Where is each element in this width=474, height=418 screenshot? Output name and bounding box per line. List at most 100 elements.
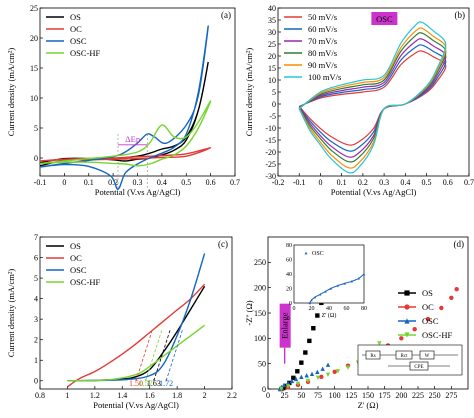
y-tick-label: 3 bbox=[34, 315, 38, 324]
legend-label: OSC-HF bbox=[422, 330, 453, 340]
x-tick-label: 0.2 bbox=[108, 178, 118, 187]
panel-c-axes: 0.8 1 1.2 1.4 1.6 1.8 2 2.2 0 1 2 3 4 5 6 7 Potential (V… bbox=[6, 233, 237, 410]
x-tick-label: 175 bbox=[379, 391, 391, 400]
resistor-rct bbox=[395, 350, 413, 360]
y-tick-label: 20 bbox=[30, 34, 38, 43]
data-point-square bbox=[311, 326, 316, 331]
circuit-label-w: W bbox=[425, 354, 430, 359]
inset-x-tick: 60 bbox=[344, 306, 350, 312]
legend-label: 90 mV/s bbox=[308, 60, 337, 70]
data-point-triangle bbox=[310, 298, 313, 302]
equivalent-circuit: Rs Rct W CPE bbox=[357, 344, 463, 376]
x-tick-label: 25 bbox=[281, 391, 289, 400]
legend-label: OSC-HF bbox=[70, 277, 101, 287]
y-tick-label: 40 bbox=[268, 4, 276, 13]
cpe-element bbox=[409, 361, 429, 371]
y-tick-label: -25 bbox=[265, 160, 276, 169]
enlarge-box bbox=[279, 303, 291, 348]
legend-label: OSC bbox=[70, 36, 87, 46]
y-tick-label: 150 bbox=[254, 309, 266, 318]
legend-label: 100 mV/s bbox=[308, 72, 341, 82]
x-tick-label: 250 bbox=[429, 391, 441, 400]
x-axis-label: Potential (V.vs Ag/AgCl) bbox=[95, 187, 181, 197]
lsv-curve-osc-hf bbox=[67, 324, 206, 382]
data-point-triangle bbox=[289, 378, 295, 384]
data-point-square bbox=[404, 290, 410, 296]
y-tick-label: 0 bbox=[34, 377, 38, 386]
plot-frame bbox=[277, 7, 470, 177]
x-tick-label: 50 bbox=[297, 391, 305, 400]
x-tick-label: 225 bbox=[412, 391, 424, 400]
inset-legend: OSC bbox=[312, 251, 324, 257]
y-tick-label: 5 bbox=[34, 274, 38, 283]
circuit-label-cpe: CPE bbox=[414, 365, 423, 370]
data-point-circle bbox=[332, 369, 337, 374]
data-point-triangle bbox=[325, 362, 331, 367]
data-point-triangle bbox=[315, 369, 320, 374]
data-point-triangle bbox=[357, 277, 360, 280]
y-tick-label: 15 bbox=[268, 64, 276, 73]
x-tick-label: 75 bbox=[314, 391, 322, 400]
x-tick-label: 0.7 bbox=[230, 178, 240, 187]
y-tick-label: 0 bbox=[34, 154, 38, 163]
data-point-triangle bbox=[309, 371, 315, 376]
legend-label: 50 mV/s bbox=[308, 12, 337, 22]
y-tick-label: 25 bbox=[30, 4, 38, 13]
onset-tangent bbox=[153, 329, 171, 381]
data-point-square bbox=[303, 350, 308, 355]
onset-label: 1.50 bbox=[129, 379, 143, 388]
onset-label: 1.63 bbox=[147, 379, 161, 388]
data-point-square bbox=[287, 380, 292, 386]
x-tick-label: 0.4 bbox=[400, 178, 410, 187]
data-point-triangle bbox=[362, 272, 366, 276]
y-tick-label: 0 bbox=[272, 100, 276, 109]
data-point-circle bbox=[404, 304, 410, 310]
panel-label: (d) bbox=[454, 239, 465, 249]
data-point-triangle bbox=[308, 301, 311, 305]
y-tick-label: 0 bbox=[262, 385, 266, 394]
x-tick-label: 125 bbox=[345, 391, 357, 400]
x-tick-label: 150 bbox=[362, 391, 374, 400]
x-tick-label: -0.1 bbox=[293, 178, 306, 187]
x-tick-label: 200 bbox=[395, 391, 407, 400]
y-tick-label: -10 bbox=[265, 124, 276, 133]
inset-x-tick: 0 bbox=[293, 306, 296, 312]
y-tick-label: 50 bbox=[258, 359, 266, 368]
panel-label: (c) bbox=[218, 239, 228, 249]
warburg-element bbox=[419, 350, 435, 360]
circuit-frame bbox=[357, 344, 463, 376]
data-point-triangle bbox=[324, 290, 327, 293]
x-tick-label: 0.1 bbox=[84, 178, 94, 187]
legend-label: OSC-HF bbox=[70, 48, 101, 58]
panel-a-axes: -0.1 0 0.1 0.2 0.3 0.4 0.5 0.6 0.7 0 5 10 15 20 25 Pote… bbox=[6, 4, 240, 197]
panel-d-axes: 0 25 50 75 100 125 150 175 200 225 250 275050100150… bbox=[244, 236, 469, 410]
lsv-curve-osc bbox=[67, 253, 206, 382]
x-tick-label: 0 bbox=[62, 178, 66, 187]
data-point-triangle-down bbox=[279, 386, 284, 392]
data-point-circle bbox=[454, 286, 459, 292]
legend-label: OSC bbox=[422, 316, 439, 326]
enlarge-label: Enlarge bbox=[280, 312, 290, 339]
data-point-triangle bbox=[336, 284, 339, 287]
panel-b-axes: -0.2 -0.1 0 0.1 0.2 0.3 0.4 0.5 0.6 0.7 -30 -25 -20 -… bbox=[244, 4, 474, 197]
x-tick-label: 0.8 bbox=[35, 391, 45, 400]
x-tick-label: -0.2 bbox=[272, 178, 285, 187]
data-point-triangle-down bbox=[305, 378, 311, 384]
legend-label: 60 mV/s bbox=[308, 24, 337, 34]
y-tick-label: -15 bbox=[265, 136, 276, 145]
data-point-triangle bbox=[313, 296, 317, 299]
data-point-triangle-down bbox=[345, 365, 351, 370]
y-tick-label: 35 bbox=[268, 16, 276, 25]
cv-curve-scan-rate bbox=[298, 38, 447, 158]
x-tick-label: 0 bbox=[318, 178, 322, 187]
y-tick-label: 5 bbox=[272, 88, 276, 97]
y-tick-label: 15 bbox=[30, 64, 38, 73]
y-tick-label: 200 bbox=[254, 283, 266, 292]
legend-label: 70 mV/s bbox=[308, 36, 337, 46]
data-point-square bbox=[281, 385, 286, 391]
x-tick-label: 0.2 bbox=[358, 178, 368, 187]
data-point-square bbox=[283, 383, 289, 389]
data-point-circle bbox=[319, 374, 324, 380]
y-tick-label: -20 bbox=[265, 148, 276, 157]
